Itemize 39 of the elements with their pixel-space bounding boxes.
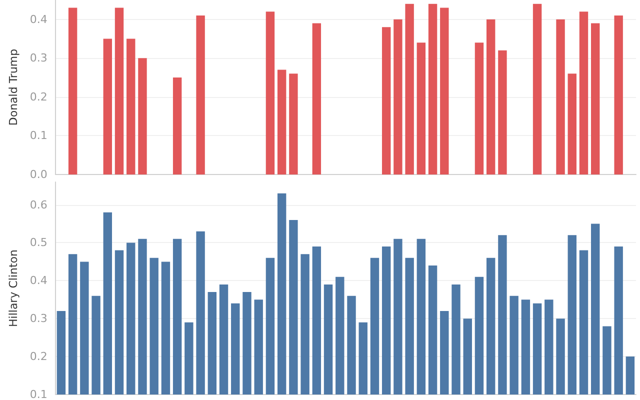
y-tick-label: 0.2 [30,90,48,104]
bar [416,42,426,174]
y-axis-title: Donald Trump [7,48,20,126]
y-tick-label: 0.6 [30,198,48,212]
bar [196,16,205,174]
bar [486,19,496,174]
bar [126,38,136,174]
bar [556,19,565,174]
bar [312,23,322,174]
bar [68,8,78,174]
bar [440,8,449,174]
bar [405,4,414,174]
y-tick-label: 0.4 [30,12,48,26]
y-axis-title: Hillary Clinton [7,249,20,327]
y-tick-label: 0.0 [30,168,48,181]
y-tick-label: 0.4 [30,274,48,288]
bar [114,8,124,174]
bar [428,4,438,174]
bar [266,12,275,174]
bar [138,58,147,174]
bar [277,70,286,174]
y-tick-label: 0.5 [30,236,48,250]
bar [591,23,600,174]
y-tick-label: 0.1 [30,388,48,400]
bar [382,27,391,174]
bar [498,50,507,174]
y-tick-label: 0.1 [30,129,48,142]
bar [614,16,623,174]
y-tick-label: 0.2 [30,350,48,364]
bar [394,19,402,174]
bar [532,4,542,174]
bar [474,42,484,174]
bar [579,12,588,174]
bar [103,38,112,174]
bar [172,78,182,174]
y-tick-label: 0.3 [30,312,48,326]
bar [568,74,576,174]
y-tick-label: 0.3 [30,52,48,65]
bar [289,74,298,174]
